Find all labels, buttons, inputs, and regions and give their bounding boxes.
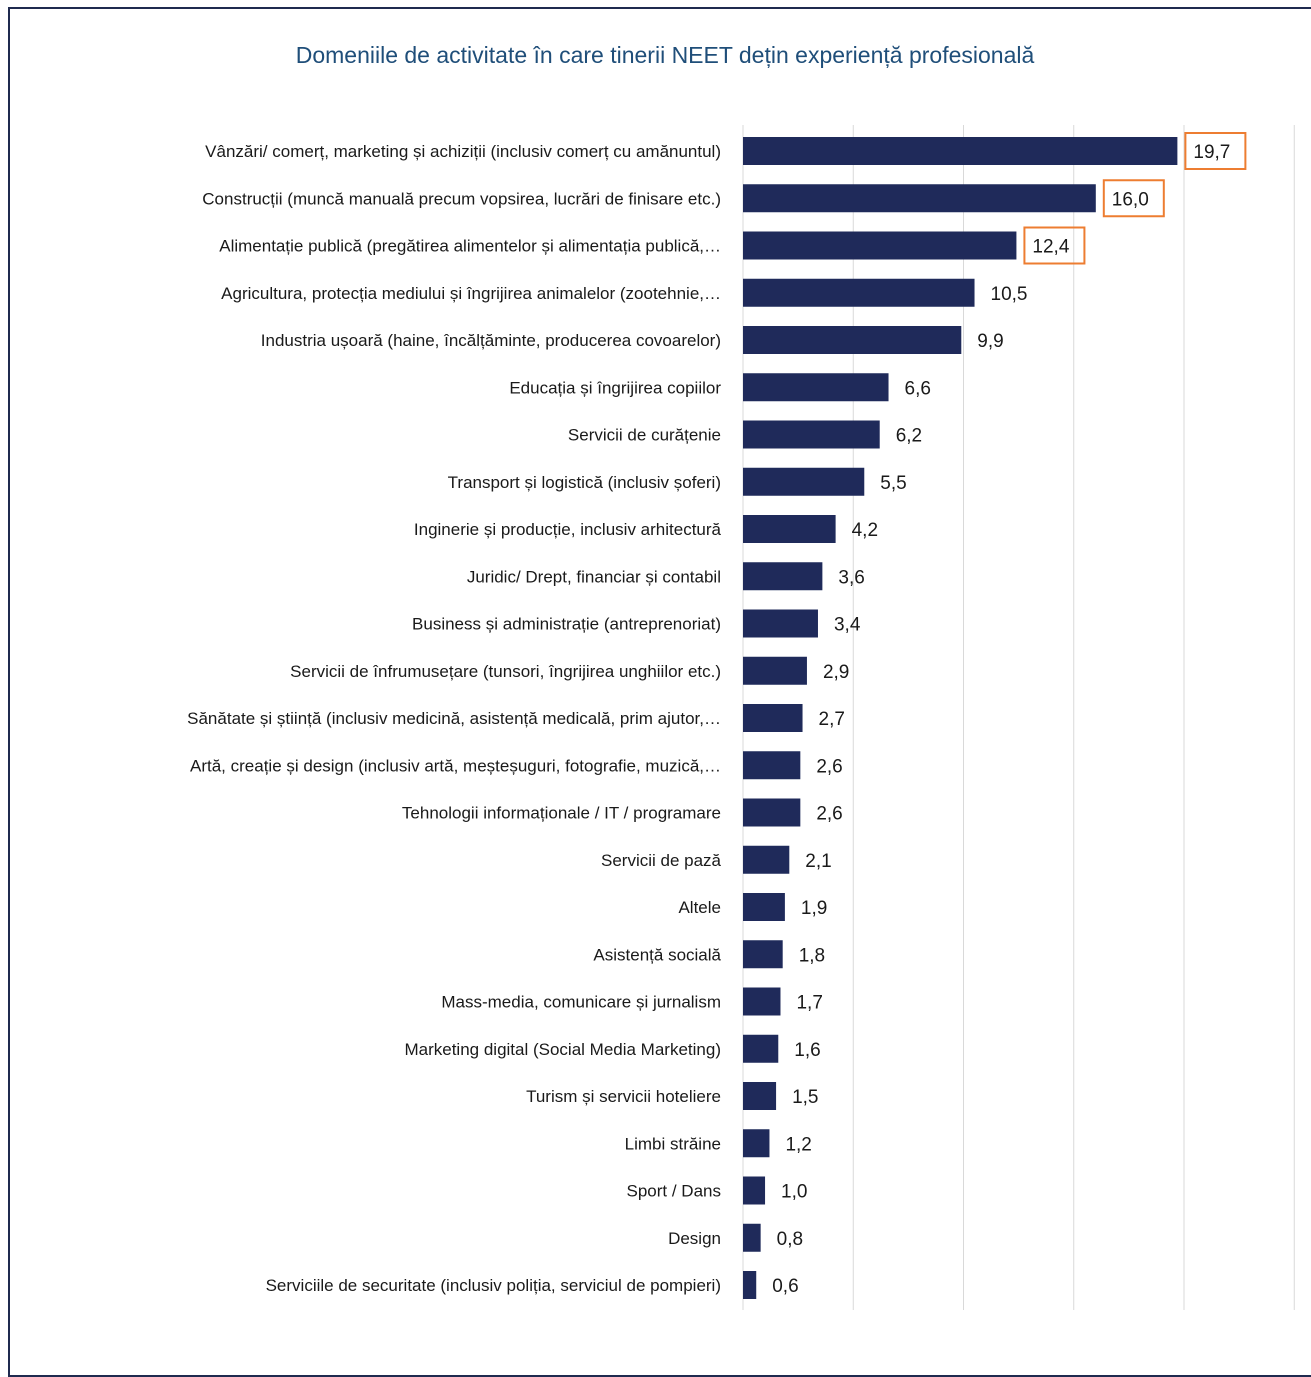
bar: [743, 1271, 757, 1299]
value-label: 1,7: [796, 993, 822, 1014]
bar: [743, 751, 801, 780]
bar: [743, 137, 1178, 165]
bar: [743, 1176, 766, 1205]
category-label: Altele: [678, 898, 721, 917]
category-label: Industria ușoară (haine, încălțăminte, p…: [261, 331, 721, 350]
chart-frame: [8, 7, 1311, 1377]
category-label: Marketing digital (Social Media Marketin…: [404, 1040, 721, 1059]
bar: [743, 467, 865, 496]
category-label: Tehnologii informaționale / IT / program…: [402, 804, 721, 823]
value-label: 9,9: [977, 331, 1003, 352]
value-label: 2,9: [823, 662, 849, 683]
bar: [743, 704, 803, 732]
bar: [743, 278, 975, 307]
bar: [743, 562, 823, 591]
bar: [743, 326, 962, 354]
value-label: 3,4: [834, 615, 861, 636]
category-label: Asistență socială: [593, 945, 721, 964]
value-label: 19,7: [1193, 142, 1230, 163]
bar: [743, 1034, 779, 1063]
category-label: Alimentație publică (pregătirea alimente…: [219, 237, 721, 256]
value-label: 16,0: [1112, 189, 1149, 210]
category-label: Juridic/ Drept, financiar și contabil: [467, 567, 721, 586]
category-label: Sport / Dans: [627, 1182, 722, 1201]
bar: [743, 609, 818, 638]
value-label: 1,0: [781, 1182, 807, 1203]
category-label: Transport și logistică (inclusiv șoferi): [448, 473, 721, 492]
value-highlight-box: [1023, 226, 1086, 265]
value-label: 1,2: [785, 1134, 811, 1155]
category-label: Artă, creație și design (inclusiv artă, …: [190, 756, 721, 775]
bar: [743, 845, 790, 874]
value-label: 2,7: [819, 709, 845, 730]
category-label: Agricultura, protecția mediului și îngri…: [221, 284, 721, 303]
chart-title: Domeniile de activitate în care tinerii …: [295, 42, 1035, 68]
value-label: 1,5: [792, 1087, 818, 1108]
category-label: Vânzări/ comerț, marketing și achiziții …: [205, 142, 721, 161]
category-label: Serviciile de securitate (inclusiv poliț…: [266, 1276, 721, 1295]
bar: [743, 987, 781, 1016]
value-label: 4,2: [852, 520, 878, 541]
bar: [743, 798, 801, 827]
category-label: Mass-media, comunicare și jurnalism: [441, 993, 721, 1012]
bar: [743, 940, 783, 969]
value-label: 6,2: [896, 426, 922, 447]
bar: [743, 1082, 777, 1110]
bar: [743, 420, 880, 449]
value-label: 3,6: [838, 567, 864, 588]
category-label: Design: [668, 1229, 721, 1248]
category-label: Servicii de înfrumusețare (tunsori, îngr…: [290, 662, 721, 681]
value-label: 2,6: [816, 804, 842, 825]
category-label: Turism și servicii hoteliere: [526, 1087, 721, 1106]
bar: [743, 231, 1017, 260]
bar: [743, 1223, 761, 1252]
category-label: Sănătate și știință (inclusiv medicină, …: [187, 709, 721, 728]
value-label: 6,6: [905, 378, 931, 399]
value-label: 10,5: [991, 284, 1028, 305]
value-highlight-box: [1102, 179, 1165, 218]
bar: [743, 1129, 770, 1158]
value-label: 1,9: [801, 898, 827, 919]
bar: [743, 656, 807, 685]
category-label: Business și administrație (antreprenoria…: [412, 615, 721, 634]
category-label: Servicii de curățenie: [568, 426, 721, 445]
value-label: 2,1: [805, 851, 831, 872]
category-label: Servicii de pază: [601, 851, 722, 870]
bar: [743, 184, 1096, 213]
category-label: Construcții (muncă manuală precum vopsir…: [202, 189, 721, 208]
category-label: Limbi străine: [625, 1134, 721, 1153]
value-label: 0,6: [772, 1276, 798, 1297]
value-label: 5,5: [880, 473, 906, 494]
value-highlight-box: [1184, 132, 1247, 170]
value-label: 0,8: [777, 1229, 803, 1250]
category-label: Educația și îngrijirea copiilor: [509, 378, 721, 397]
bar: [743, 893, 785, 921]
bar: [743, 373, 889, 402]
value-label: 1,8: [799, 945, 825, 966]
value-label: 12,4: [1032, 237, 1069, 258]
category-label: Inginerie și producție, inclusiv arhitec…: [414, 520, 722, 539]
value-label: 2,6: [816, 756, 842, 777]
value-label: 1,6: [794, 1040, 820, 1061]
bar: [743, 515, 836, 543]
